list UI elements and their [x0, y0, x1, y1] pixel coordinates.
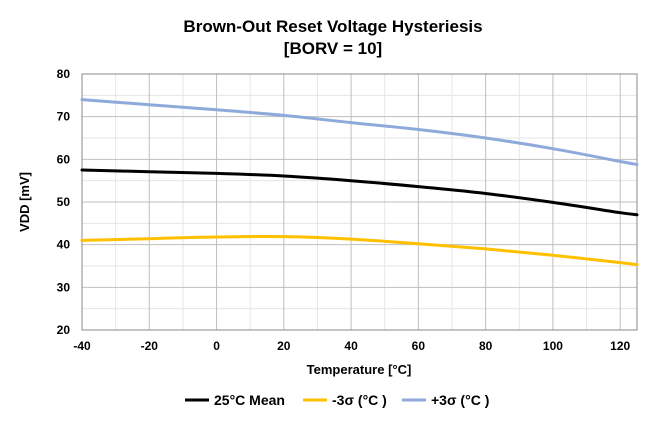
- x-tick-label: 100: [543, 339, 563, 353]
- y-tick-label: 80: [57, 67, 71, 81]
- y-tick-label: 40: [57, 238, 71, 252]
- y-tick-label: 30: [57, 280, 71, 294]
- series-line-minus-3-sigma: [80, 234, 639, 267]
- legend-entry-plus-3-sigma: +3σ (°C ): [402, 392, 489, 408]
- y-tick-label: 50: [57, 195, 71, 209]
- chart-subtitle: [BORV = 10]: [284, 39, 382, 58]
- y-tick-label: 70: [57, 110, 71, 124]
- y-tick-label: 60: [57, 152, 71, 166]
- y-tick-label: 20: [57, 323, 71, 337]
- legend: 25°C Mean -3σ (°C ) +3σ (°C ): [185, 392, 489, 408]
- series-line-mean: [80, 168, 639, 217]
- x-axis-label: Temperature [°C]: [307, 362, 412, 377]
- y-axis-label: VDD [mV]: [17, 172, 32, 232]
- x-tick-label: 0: [213, 339, 220, 353]
- legend-label: +3σ (°C ): [431, 392, 489, 408]
- x-tick-label: 60: [412, 339, 426, 353]
- grid: [81, 73, 637, 331]
- chart-title: Brown-Out Reset Voltage Hysteriesis: [183, 17, 482, 36]
- x-tick-label: 120: [610, 339, 630, 353]
- legend-label: -3σ (°C ): [332, 392, 387, 408]
- x-tick-label: 80: [479, 339, 493, 353]
- legend-entry-minus-3-sigma: -3σ (°C ): [303, 392, 387, 408]
- series-line-plus-3-sigma: [80, 98, 639, 166]
- legend-entry-mean: 25°C Mean: [185, 392, 285, 408]
- series-lines: [80, 98, 639, 267]
- x-tick-label: 40: [344, 339, 358, 353]
- plot-frame: [81, 73, 638, 331]
- x-tick-label: -40: [73, 339, 91, 353]
- tick-labels: -40 -20 0 20 40 60 80 100 120 20 30 40 50 60 70 80: [57, 67, 631, 353]
- x-tick-label: -20: [141, 339, 159, 353]
- legend-label: 25°C Mean: [214, 392, 285, 408]
- x-tick-label: 20: [277, 339, 291, 353]
